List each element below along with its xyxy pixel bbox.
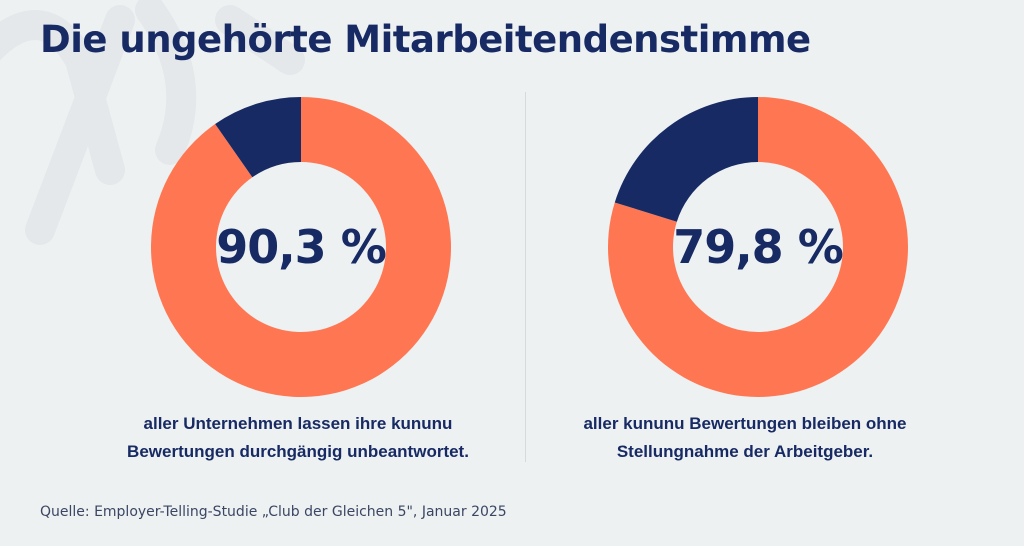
donut-chart-left: 90,3 %	[151, 97, 451, 397]
page-title: Die ungehörte Mitarbeitendenstimme	[40, 18, 811, 61]
source-note: Quelle: Employer-Telling-Studie „Club de…	[40, 504, 507, 520]
caption-right-line-2: Stellungnahme der Arbeitgeber.	[616, 442, 874, 461]
caption-left: aller Unternehmen lassen ihre kununu Bew…	[88, 410, 508, 466]
donut-chart-svg-right: 79,8 %	[608, 97, 908, 397]
caption-left-line-1: aller Unternehmen lassen ihre kununu	[143, 414, 453, 433]
donut-slices-left	[151, 97, 451, 397]
percentage-label-left: 90,3 %	[216, 220, 386, 274]
donut-slice-right-primary	[608, 97, 908, 397]
background-decoration	[0, 0, 305, 245]
donut-slices-right	[608, 97, 908, 397]
percentage-label-right: 79,8 %	[673, 220, 843, 274]
donut-slice-right-remainder	[614, 97, 758, 222]
donut-chart-svg-left: 90,3 %	[151, 97, 451, 397]
divider	[525, 92, 526, 462]
caption-left-line-2: Bewertungen durchgängig unbeantwortet.	[127, 442, 469, 461]
donut-chart-right: 79,8 %	[608, 97, 908, 397]
donut-slice-left-primary	[151, 97, 451, 397]
donut-slice-left-remainder	[215, 97, 301, 178]
caption-right: aller kununu Bewertungen bleiben ohne St…	[535, 410, 955, 466]
caption-right-line-1: aller kununu Bewertungen bleiben ohne	[583, 414, 907, 433]
